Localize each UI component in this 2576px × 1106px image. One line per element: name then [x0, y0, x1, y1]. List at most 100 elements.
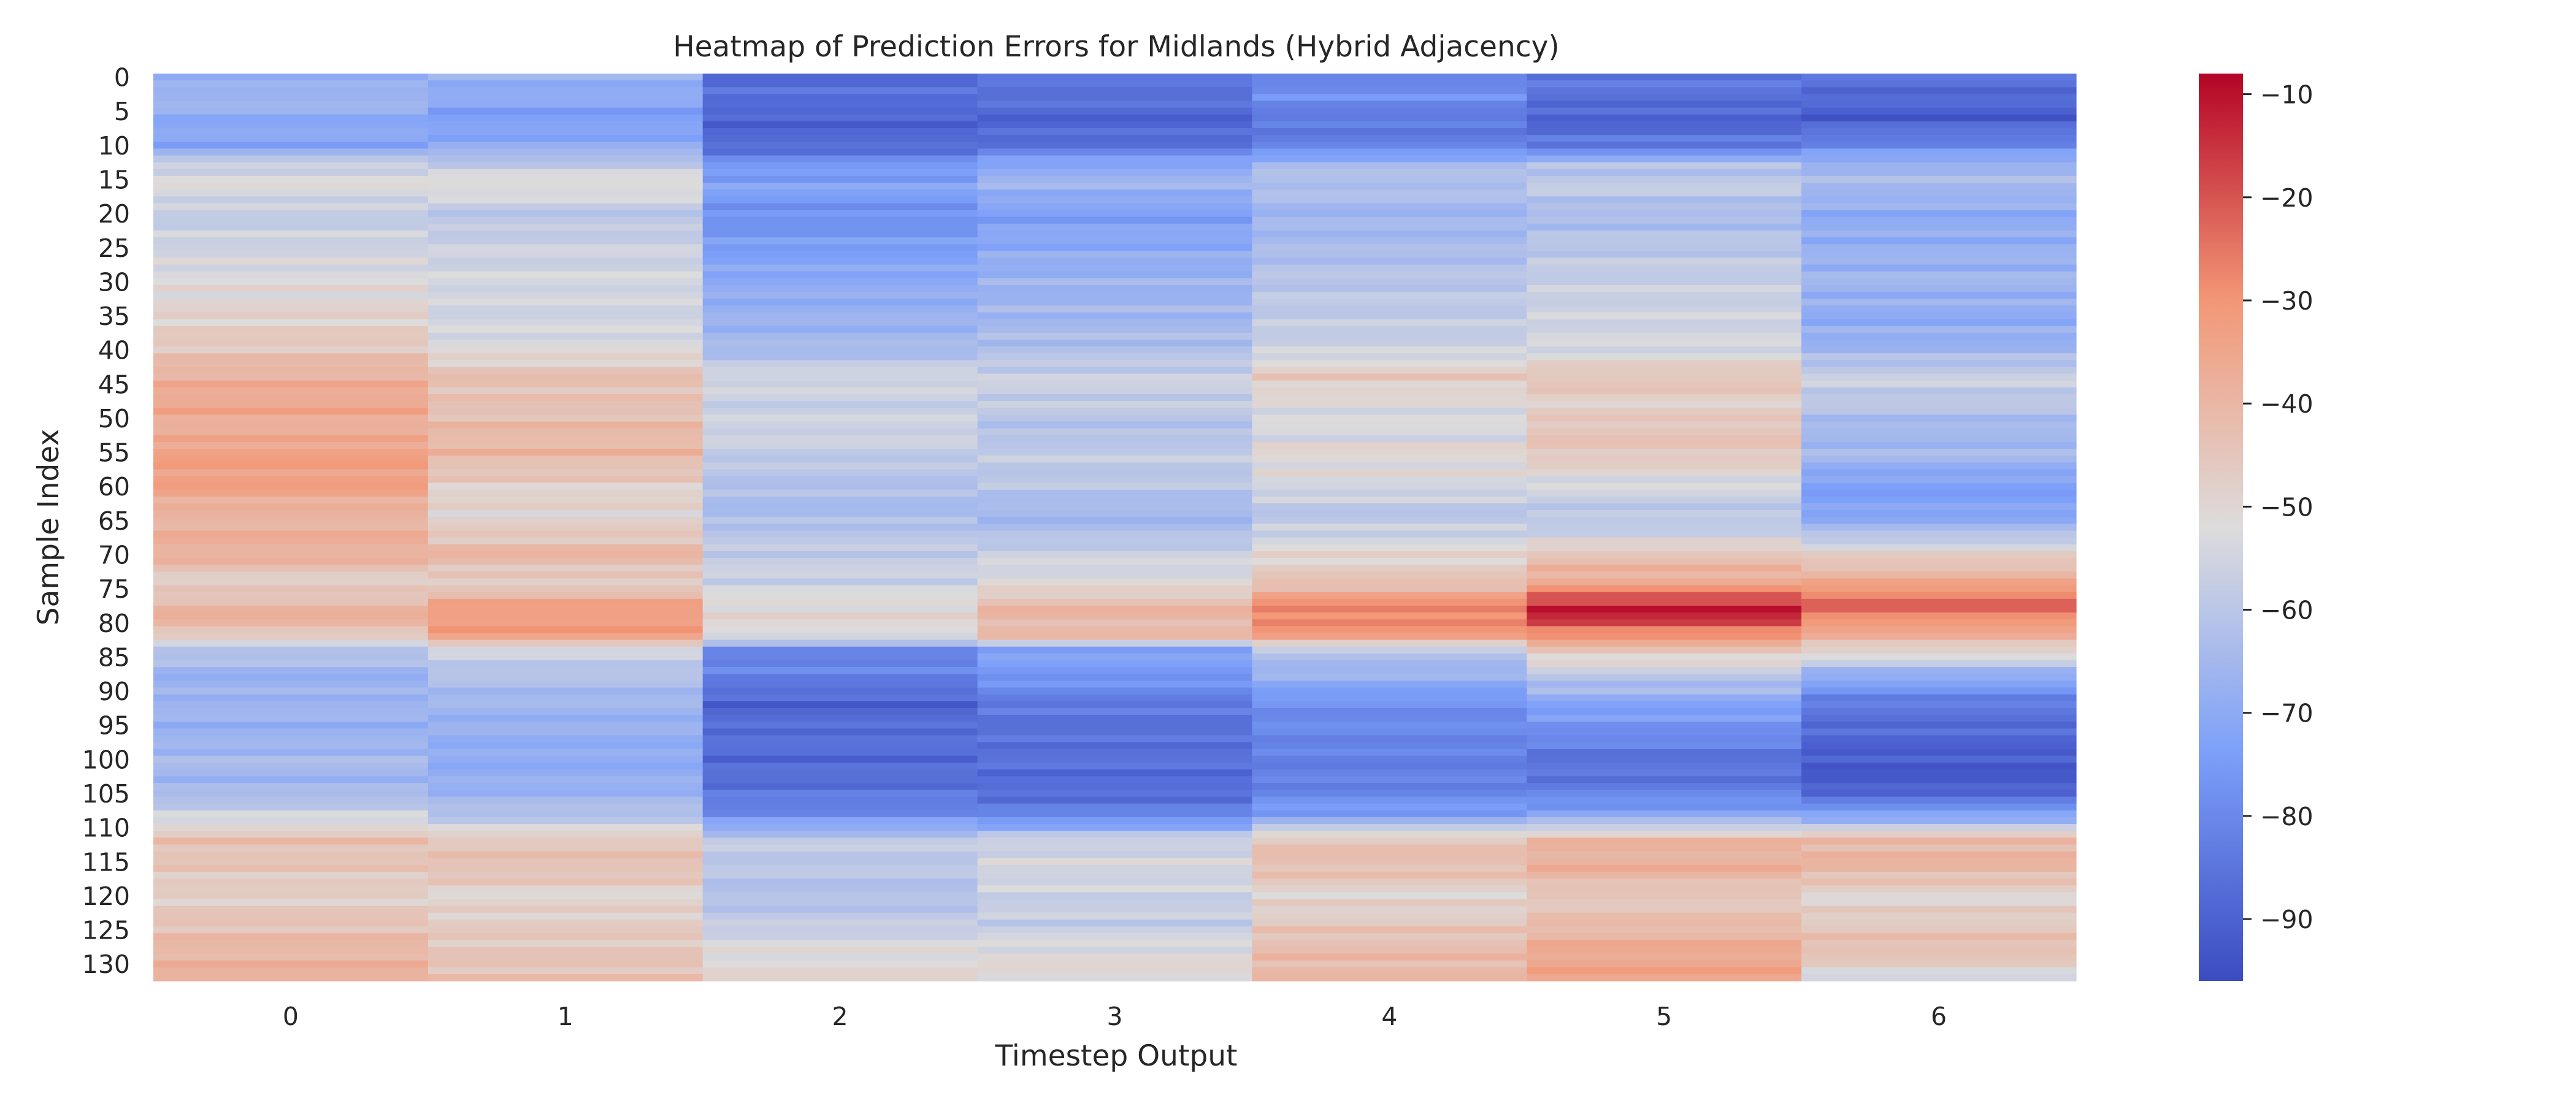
- heatmap-cell: [427, 469, 703, 477]
- heatmap-cell: [1252, 339, 1527, 347]
- heatmap-cell: [1527, 510, 1802, 517]
- heatmap-cell: [977, 783, 1253, 791]
- heatmap-cell: [1801, 551, 2077, 559]
- heatmap-cell: [1252, 496, 1527, 504]
- heatmap-grid: [153, 74, 2077, 982]
- heatmap-cell: [702, 257, 978, 265]
- heatmap-cell: [1801, 871, 2077, 879]
- heatmap-cell: [153, 401, 429, 408]
- heatmap-cell: [977, 776, 1253, 784]
- heatmap-cell: [153, 203, 429, 211]
- x-tick-label: 6: [1931, 1002, 1947, 1031]
- heatmap-cell: [1527, 435, 1802, 443]
- heatmap-cell: [1252, 175, 1527, 183]
- heatmap-cell: [153, 326, 429, 334]
- heatmap-cell: [427, 974, 703, 982]
- heatmap-cell: [1527, 394, 1802, 402]
- heatmap-cell: [153, 196, 429, 204]
- heatmap-cell: [702, 319, 978, 327]
- heatmap-cell: [153, 749, 429, 757]
- heatmap-cell: [1801, 953, 2077, 961]
- heatmap-cell: [153, 183, 429, 190]
- heatmap-cell: [153, 87, 429, 94]
- heatmap-cell: [977, 189, 1253, 197]
- heatmap-cell: [1527, 305, 1802, 313]
- heatmap-cell: [427, 496, 703, 504]
- heatmap-cell: [702, 462, 978, 470]
- heatmap-cell: [1801, 674, 2077, 681]
- heatmap-cell: [153, 244, 429, 251]
- heatmap-cell: [1252, 421, 1527, 429]
- heatmap-cell: [1801, 94, 2077, 102]
- heatmap-cell: [1801, 592, 2077, 600]
- heatmap-cell: [977, 414, 1253, 422]
- heatmap-cell: [702, 803, 978, 811]
- heatmap-cell: [153, 844, 429, 852]
- heatmap-cell: [702, 551, 978, 559]
- heatmap-cell: [1801, 121, 2077, 129]
- heatmap-cell: [1527, 667, 1802, 674]
- heatmap-cell: [153, 251, 429, 259]
- heatmap-cell: [977, 496, 1253, 504]
- heatmap-cell: [977, 947, 1253, 955]
- heatmap-cell: [427, 223, 703, 231]
- heatmap-cell: [427, 762, 703, 770]
- heatmap-cell: [153, 701, 429, 709]
- heatmap-cell: [702, 237, 978, 245]
- heatmap-cell: [1801, 715, 2077, 722]
- heatmap-cell: [977, 401, 1253, 408]
- heatmap-cell: [977, 264, 1253, 272]
- y-tick-label: 75: [98, 574, 130, 604]
- heatmap-cell: [427, 373, 703, 381]
- heatmap-cell: [427, 681, 703, 688]
- heatmap-cell: [977, 633, 1253, 641]
- heatmap-cell: [1252, 571, 1527, 579]
- heatmap-cell: [1801, 360, 2077, 368]
- heatmap-cell: [977, 940, 1253, 947]
- heatmap-cell: [702, 701, 978, 709]
- heatmap-cell: [427, 346, 703, 354]
- heatmap-cell: [1252, 210, 1527, 218]
- heatmap-cell: [977, 114, 1253, 122]
- heatmap-cell: [153, 837, 429, 845]
- heatmap-cell: [427, 530, 703, 538]
- heatmap-cell: [1801, 831, 2077, 838]
- heatmap-cell: [153, 128, 429, 135]
- heatmap-cell: [153, 605, 429, 613]
- heatmap-cell: [1527, 653, 1802, 661]
- heatmap-cell: [1527, 592, 1802, 600]
- heatmap-cell: [1801, 401, 2077, 408]
- heatmap-cell: [153, 121, 429, 129]
- heatmap-cell: [1252, 749, 1527, 757]
- heatmap-cell: [1801, 476, 2077, 484]
- heatmap-cell: [1801, 776, 2077, 784]
- heatmap-cell: [977, 524, 1253, 532]
- heatmap-cell: [1801, 701, 2077, 709]
- heatmap-cell: [153, 755, 429, 763]
- heatmap-cell: [977, 605, 1253, 613]
- heatmap-cell: [1801, 947, 2077, 955]
- heatmap-cell: [702, 585, 978, 593]
- heatmap-cell: [702, 503, 978, 511]
- heatmap-cell: [153, 626, 429, 634]
- heatmap-cell: [153, 537, 429, 545]
- heatmap-cell: [427, 742, 703, 750]
- colorbar-tick-label: −90: [2260, 905, 2313, 934]
- heatmap-cell: [977, 210, 1253, 218]
- heatmap-cell: [977, 551, 1253, 559]
- heatmap-cell: [702, 790, 978, 798]
- y-tick-label: 65: [98, 506, 130, 536]
- heatmap-cell: [1252, 271, 1527, 279]
- heatmap-cell: [702, 612, 978, 620]
- heatmap-cell: [153, 660, 429, 668]
- heatmap-cell: [153, 681, 429, 688]
- heatmap-cell: [427, 749, 703, 757]
- heatmap-cell: [702, 899, 978, 907]
- heatmap-cell: [1527, 462, 1802, 470]
- heatmap-cell: [1801, 183, 2077, 190]
- heatmap-cell: [977, 148, 1253, 156]
- heatmap-cell: [702, 953, 978, 961]
- heatmap-cell: [977, 292, 1253, 299]
- heatmap-cell: [702, 776, 978, 784]
- heatmap-cell: [1252, 803, 1527, 811]
